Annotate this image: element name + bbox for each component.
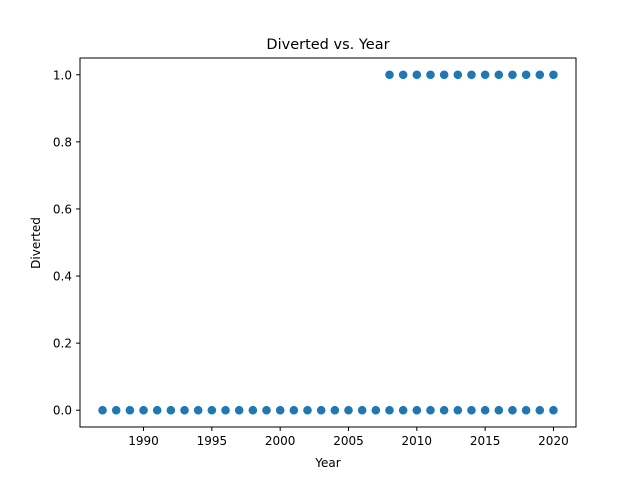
y-tick-label: 0.4 xyxy=(53,270,72,284)
data-point xyxy=(139,405,148,415)
plot-area xyxy=(98,70,558,415)
data-point xyxy=(166,405,176,415)
data-point xyxy=(330,405,340,415)
data-point xyxy=(521,70,531,80)
x-tick-label: 1995 xyxy=(197,434,228,448)
data-point xyxy=(494,405,504,415)
data-point xyxy=(303,405,312,415)
data-point xyxy=(453,70,463,80)
data-point xyxy=(480,405,490,415)
data-point xyxy=(316,405,326,415)
data-point xyxy=(152,405,162,415)
data-point xyxy=(357,405,367,415)
data-point xyxy=(371,405,381,415)
plot-frame xyxy=(79,57,577,428)
data-point xyxy=(207,405,217,415)
y-tick-label: 1.0 xyxy=(53,68,72,82)
x-axis: 1990 1995 2000 2005 2010 2015 2020 xyxy=(128,427,569,448)
y-axis-label: Diverted xyxy=(29,217,43,269)
data-point xyxy=(412,70,422,80)
data-point xyxy=(467,405,476,415)
data-point xyxy=(453,405,463,415)
x-tick-label: 2020 xyxy=(538,434,569,448)
data-point xyxy=(234,405,244,415)
x-axis-label: Year xyxy=(314,456,340,470)
x-tick-label: 2015 xyxy=(470,434,501,448)
data-point xyxy=(262,405,271,415)
data-point xyxy=(248,405,258,415)
data-point xyxy=(98,405,107,415)
data-point xyxy=(125,405,135,415)
data-point xyxy=(439,70,449,80)
data-point xyxy=(439,405,449,415)
data-point xyxy=(289,405,299,415)
data-point xyxy=(344,405,353,415)
y-tick-label: 0.6 xyxy=(53,202,72,216)
data-point xyxy=(508,405,517,415)
data-point xyxy=(385,70,394,80)
x-tick-label: 2005 xyxy=(333,434,364,448)
y-tick-label: 0.0 xyxy=(53,404,72,418)
data-point xyxy=(275,405,285,415)
data-point xyxy=(180,405,189,415)
data-point xyxy=(426,70,435,80)
data-point xyxy=(535,70,545,80)
data-point xyxy=(412,405,422,415)
data-point xyxy=(494,70,504,80)
y-axis: 0.0 0.2 0.4 0.6 0.8 1.0 xyxy=(53,68,80,418)
data-point xyxy=(549,70,558,80)
data-point xyxy=(549,405,558,415)
data-point xyxy=(385,405,394,415)
x-tick-label: 2010 xyxy=(402,434,433,448)
data-point xyxy=(521,405,531,415)
y-tick-label: 0.2 xyxy=(53,337,72,351)
data-point xyxy=(193,405,203,415)
data-point xyxy=(111,405,121,415)
data-point xyxy=(508,70,517,80)
data-point xyxy=(398,70,408,80)
x-tick-label: 1990 xyxy=(128,434,159,448)
data-point xyxy=(426,405,435,415)
x-tick-label: 2000 xyxy=(265,434,296,448)
y-tick-label: 0.8 xyxy=(53,135,72,149)
data-point xyxy=(467,70,476,80)
chart-title: Diverted vs. Year xyxy=(266,37,389,53)
data-point xyxy=(398,405,408,415)
data-point xyxy=(535,405,545,415)
data-point xyxy=(480,70,490,80)
data-point xyxy=(221,405,230,415)
